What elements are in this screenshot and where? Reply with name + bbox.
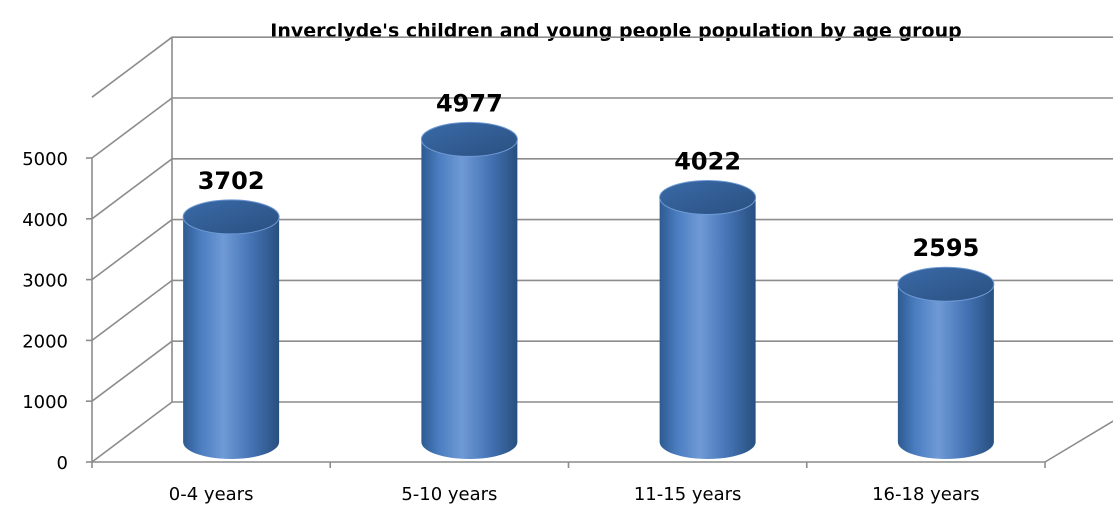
data-label: 3702 bbox=[198, 167, 265, 195]
bar-cap bbox=[420, 121, 518, 157]
bar-cap bbox=[182, 199, 280, 235]
floor-right-edge bbox=[1044, 420, 1113, 463]
bar-body bbox=[659, 197, 756, 459]
bar: 4022 bbox=[659, 147, 757, 459]
y-tick-label: 5000 bbox=[22, 149, 68, 170]
y-tick-label: 4000 bbox=[22, 210, 68, 231]
gridline bbox=[91, 36, 1113, 98]
y-tick-label: 2000 bbox=[22, 331, 68, 352]
data-label: 4977 bbox=[436, 89, 503, 117]
x-tick-label: 11-15 years bbox=[634, 484, 742, 505]
bar-body bbox=[421, 139, 518, 459]
x-tick-label: 16-18 years bbox=[872, 484, 980, 505]
y-tick-label: 1000 bbox=[22, 392, 68, 413]
x-tick-label: 5-10 years bbox=[401, 484, 497, 505]
data-label: 2595 bbox=[912, 234, 979, 262]
bar-cap bbox=[897, 266, 995, 302]
x-axis-ticks: 0-4 years 5-10 years 11-15 years 16-18 year… bbox=[91, 462, 1046, 505]
bar: 4977 bbox=[420, 89, 518, 459]
bar: 3702 bbox=[182, 167, 280, 459]
gridline bbox=[91, 97, 1113, 159]
bars: 3702 4977 4022 2595 bbox=[182, 89, 995, 459]
bar: 2595 bbox=[897, 234, 995, 459]
y-axis-ticks: 0 1000 2000 3000 4000 5000 bbox=[22, 149, 92, 474]
y-tick-label: 0 bbox=[57, 453, 68, 474]
bar-body bbox=[897, 284, 994, 459]
data-label: 4022 bbox=[674, 147, 741, 175]
chart-title: Inverclyde's children and young people p… bbox=[270, 20, 961, 42]
x-tick-label: 0-4 years bbox=[169, 484, 254, 505]
y-tick-label: 3000 bbox=[22, 271, 68, 292]
bar-body bbox=[183, 216, 280, 459]
bar-cap bbox=[659, 179, 757, 215]
